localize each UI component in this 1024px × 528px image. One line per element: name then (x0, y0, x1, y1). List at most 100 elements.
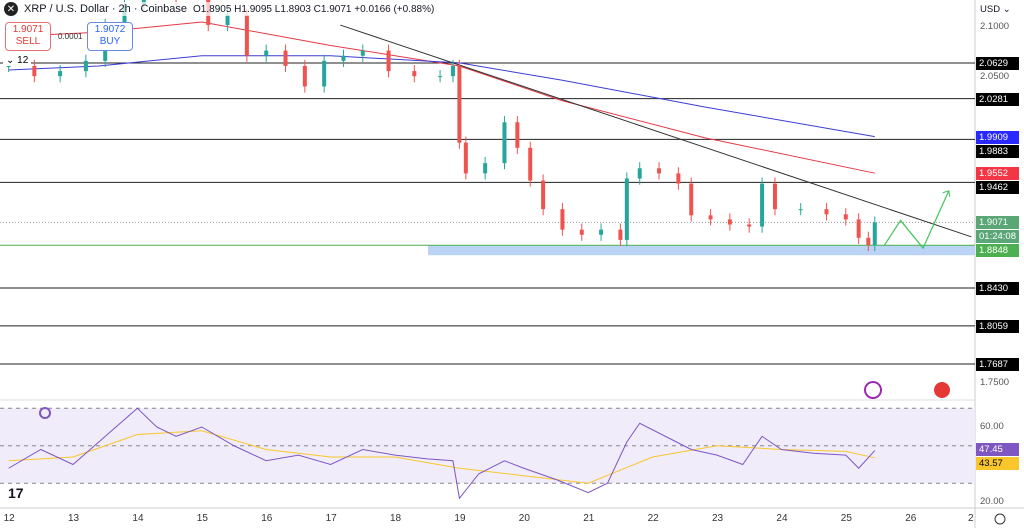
candle (872, 222, 877, 245)
refresh-icon (39, 407, 51, 419)
candle (515, 122, 520, 148)
candle (360, 50, 365, 56)
candle (689, 183, 694, 216)
time-axis-tick: 16 (261, 513, 273, 524)
ema-red-line (34, 21, 875, 174)
ema-red-price-label: 1.9552 (976, 167, 1019, 181)
countdown-label: 01:24:08 (976, 230, 1019, 244)
candle (528, 147, 533, 181)
candle (483, 163, 488, 174)
time-axis-tick: 23 (712, 513, 724, 524)
candle (579, 229, 584, 235)
time-axis-tick: 14 (132, 513, 144, 524)
candle (457, 65, 462, 143)
currency-label: USD (980, 4, 1001, 15)
candle (341, 55, 346, 61)
price-axis-tick: 1.7500 (980, 377, 1010, 388)
time-axis-tick: 24 (776, 513, 788, 524)
trendline (340, 24, 972, 238)
rsi-line (8, 407, 876, 500)
rsi-ma-value-label: 43.57 (976, 457, 1019, 470)
time-axis-tick: 13 (68, 513, 80, 524)
candle (6, 65, 11, 67)
symbol-title: XRP / U.S. Dollar · 2h · Coinbase (24, 3, 188, 15)
candle (747, 224, 752, 227)
spread: 0.0001 (58, 32, 83, 41)
events-icon (864, 381, 882, 399)
candle (856, 219, 861, 238)
level-price-label: 1.9462 (976, 181, 1019, 195)
candle (438, 76, 443, 78)
rsi-ma-line (8, 430, 875, 484)
ema-blue-line (8, 55, 875, 138)
candle (760, 183, 765, 227)
level-price-label: 2.0281 (976, 92, 1019, 106)
candle (244, 14, 249, 56)
rsi-axis-tick: 20.00 (980, 496, 1004, 507)
time-axis-tick: 20 (518, 513, 530, 524)
candle (83, 60, 88, 72)
candle (412, 71, 417, 77)
level-price-label: 1.8059 (976, 319, 1019, 333)
rsi-value-label: 47.45 (976, 443, 1019, 456)
candle (283, 50, 288, 66)
ohlc-readout: O1.8905 H1.9095 L1.8903 C1.9071 +0.0166 … (193, 3, 435, 15)
chart-header: ✕ XRP / U.S. Dollar · 2h · Coinbase O1.8… (4, 2, 435, 16)
level-price-label: 1.8430 (976, 281, 1019, 295)
candle (599, 229, 604, 235)
candle (322, 60, 327, 87)
quantity-selector[interactable]: ⌄ 12 (3, 55, 32, 66)
candle (618, 229, 623, 240)
price-axis-tick: 2.0500 (980, 71, 1010, 82)
us-flag-icon (934, 382, 950, 398)
time-axis-tick: 19 (454, 513, 466, 524)
candle (450, 65, 455, 77)
candle (843, 214, 848, 220)
time-axis-tick: 21 (583, 513, 595, 524)
candle (302, 65, 307, 87)
settings-gear-icon (994, 513, 1006, 525)
candle (657, 168, 662, 174)
time-axis-tick: 17 (325, 513, 337, 524)
sell-label: SELL (15, 36, 41, 47)
sell-button[interactable]: 1.9071 SELL (5, 22, 51, 51)
candle (560, 209, 565, 230)
buy-button[interactable]: 1.9072 BUY (87, 22, 133, 51)
candle (824, 209, 829, 215)
candle (264, 50, 269, 56)
time-axis-tick: 18 (390, 513, 402, 524)
tradingview-logo: 17 (8, 485, 24, 501)
candle (58, 71, 63, 77)
candle (708, 215, 713, 220)
candle (798, 209, 803, 211)
candle (463, 142, 468, 174)
quantity-value: 12 (17, 55, 29, 66)
candle (676, 173, 681, 184)
level-price-label: 2.0629 (976, 57, 1019, 70)
time-axis-tick: 12 (3, 513, 15, 524)
buy-label: BUY (99, 36, 121, 47)
time-axis-tick: 26 (905, 513, 917, 524)
ema-blue-price-label: 1.9909 (976, 130, 1019, 144)
candle (624, 178, 629, 240)
candle (386, 50, 391, 72)
rsi-axis-tick: 60.00 (980, 421, 1004, 432)
chevron-down-icon: ⌄ (6, 55, 18, 66)
candle (541, 180, 546, 210)
arrow-head-icon (942, 190, 951, 197)
price-axis-tick: 2.1000 (980, 21, 1010, 32)
level-price-label: 1.9883 (976, 144, 1019, 158)
time-axis-tick: 2 (968, 513, 974, 524)
level-price-label: 1.7687 (976, 357, 1019, 371)
currency-selector[interactable]: USD ⌄ (980, 4, 1011, 15)
candle (866, 237, 871, 245)
last-price-label: 1.9071 (976, 216, 1019, 230)
candle (727, 219, 732, 225)
buy-price: 1.9072 (94, 24, 126, 35)
candle (32, 65, 37, 77)
candle (502, 122, 507, 164)
candle (772, 183, 777, 210)
xrp-logo-icon: ✕ (4, 2, 18, 16)
sell-price: 1.9071 (12, 24, 44, 35)
